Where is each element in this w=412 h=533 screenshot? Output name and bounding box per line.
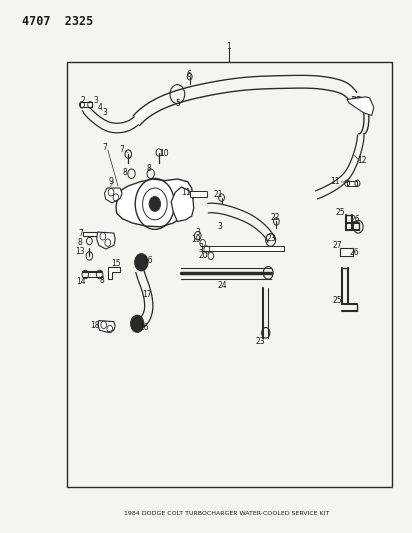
Polygon shape [98,320,115,332]
Text: 8: 8 [123,167,127,176]
Polygon shape [347,97,374,115]
Text: 26: 26 [349,248,359,257]
Text: 23: 23 [267,234,276,243]
Text: 10: 10 [159,149,169,158]
Text: 27: 27 [332,241,342,250]
Text: 1984 DODGE COLT TURBOCHARGER WATER-COOLED SERVICE KIT: 1984 DODGE COLT TURBOCHARGER WATER-COOLE… [124,511,329,515]
Text: 2: 2 [81,96,86,105]
Text: 7: 7 [103,143,108,152]
Text: 11: 11 [330,177,339,186]
Text: 14: 14 [76,277,86,286]
Text: 24: 24 [218,280,227,289]
Text: 3: 3 [102,108,107,117]
Circle shape [135,254,148,271]
Text: 22: 22 [271,213,280,222]
Text: 8: 8 [99,276,104,285]
Text: 15: 15 [111,259,121,268]
Text: 3: 3 [199,244,204,253]
Text: 13: 13 [75,247,85,256]
Polygon shape [190,191,207,197]
Polygon shape [83,231,98,236]
Text: 7: 7 [78,229,83,238]
Polygon shape [105,188,122,203]
Polygon shape [80,102,92,108]
Text: 26: 26 [351,215,360,224]
Text: 8: 8 [146,165,151,173]
Text: 6: 6 [186,70,191,79]
Text: 18: 18 [90,321,99,330]
Text: 3: 3 [218,222,223,231]
Text: 9: 9 [109,177,113,186]
Circle shape [149,197,161,212]
Text: 3: 3 [195,228,200,237]
Text: 16: 16 [139,323,149,332]
Circle shape [131,316,144,332]
Text: 23: 23 [255,337,265,346]
Polygon shape [171,187,194,221]
Text: 21: 21 [213,190,223,199]
Text: 1: 1 [226,42,231,51]
Text: 25: 25 [332,296,342,305]
Polygon shape [340,248,353,256]
Polygon shape [116,179,193,227]
Polygon shape [108,266,120,279]
Text: 8: 8 [78,238,83,247]
Text: 16: 16 [143,256,153,265]
Text: 17: 17 [142,289,152,298]
Text: 5: 5 [175,99,180,108]
Text: 4: 4 [97,103,102,112]
Polygon shape [347,181,358,186]
Text: 25: 25 [335,208,345,217]
Text: 20: 20 [198,252,208,261]
Polygon shape [97,232,115,249]
Polygon shape [202,246,284,251]
Text: 19: 19 [191,236,201,245]
Text: 3: 3 [93,96,98,105]
Text: 11: 11 [181,188,190,197]
Text: 7: 7 [119,146,124,155]
Text: 12: 12 [358,156,367,165]
Text: 4707  2325: 4707 2325 [22,15,93,28]
